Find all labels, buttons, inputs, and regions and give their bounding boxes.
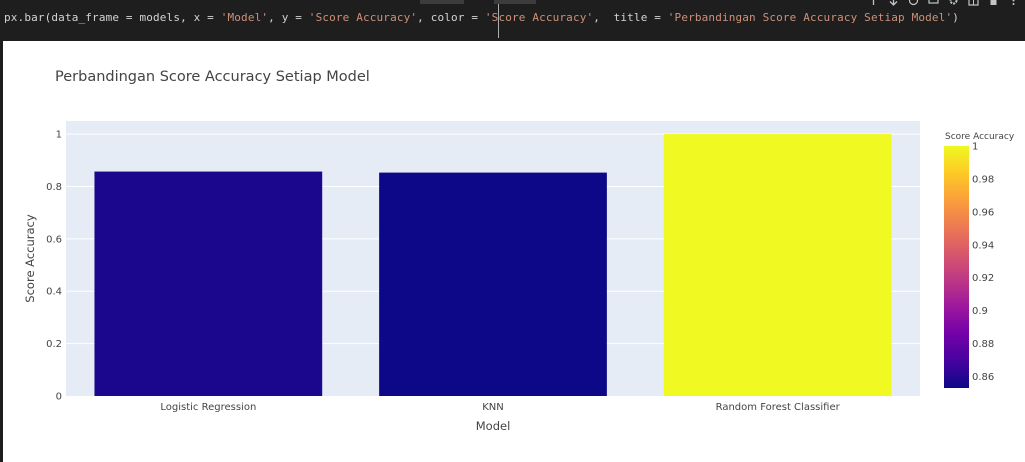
code-token: px.bar(data_frame = models, x = (4, 11, 221, 24)
colorbar-tick-label: 1 (972, 142, 978, 153)
colorbar-tick-label: 0.92 (972, 273, 994, 284)
bar-chart: 0 0.2 0.4 0.6 0.8 1 Logistic Regression KNN Ran… (23, 69, 1015, 433)
link-icon[interactable] (908, 0, 919, 6)
y-tick-label: 0.6 (46, 234, 62, 245)
code-token: ) (952, 11, 960, 24)
colorbar-title: Score Accuracy (945, 132, 1015, 142)
split-icon[interactable] (968, 0, 979, 6)
tab-stub (494, 0, 536, 4)
bars (94, 134, 892, 396)
y-tick-label: 0.8 (46, 182, 62, 193)
chart-title: Perbandingan Score Accuracy Setiap Model (55, 69, 370, 85)
text-cursor (498, 4, 499, 38)
code-token: , title = (593, 11, 668, 24)
bar[interactable] (94, 171, 323, 396)
code-line[interactable]: px.bar(data_frame = models, x = 'Model',… (4, 11, 959, 24)
arrow-up-icon[interactable] (868, 0, 879, 6)
arrow-down-icon[interactable] (888, 0, 899, 6)
y-tick-label: 1 (56, 130, 62, 141)
code-string: 'Score Accuracy' (308, 11, 418, 24)
y-tick-label: 0.4 (46, 287, 62, 298)
bar[interactable] (663, 134, 892, 396)
bar[interactable] (379, 172, 607, 396)
gear-icon[interactable] (948, 0, 959, 6)
delete-icon[interactable] (988, 0, 999, 6)
colorbar-tick-label: 0.88 (972, 339, 994, 350)
comment-icon[interactable] (928, 0, 939, 6)
tab-stub (420, 0, 464, 4)
code-token: , color = (417, 11, 485, 24)
cell-output: 0 0.2 0.4 0.6 0.8 1 Logistic Regression KNN Ran… (3, 41, 1025, 462)
code-cell[interactable]: px.bar(data_frame = models, x = 'Model',… (0, 0, 1025, 38)
code-string: 'Model' (220, 11, 269, 24)
y-tick-label: 0.2 (46, 339, 62, 350)
x-tick-label: Logistic Regression (160, 402, 256, 413)
colorbar-ticks: 0.86 0.88 0.9 0.92 0.94 0.96 0.98 1 (972, 142, 994, 383)
code-token: , y = (268, 11, 309, 24)
y-tick-label: 0 (56, 392, 62, 403)
x-tick-label: Random Forest Classifier (716, 402, 841, 413)
code-string: 'Score Accuracy' (484, 11, 594, 24)
code-string: 'Perbandingan Score Accuracy Setiap Mode… (667, 11, 953, 24)
y-axis-title: Score Accuracy (23, 214, 37, 303)
y-axis-ticks: 0 0.2 0.4 0.6 0.8 1 (46, 130, 62, 403)
x-tick-label: KNN (482, 402, 504, 413)
colorbar-tick-label: 0.86 (972, 372, 994, 383)
colorbar-tick-label: 0.98 (972, 174, 994, 185)
colorbar-tick-label: 0.9 (972, 306, 988, 317)
cell-toolbar (868, 0, 1019, 6)
colorbar-tick-label: 0.96 (972, 207, 994, 218)
more-icon[interactable] (1008, 0, 1019, 6)
colorbar-tick-label: 0.94 (972, 240, 994, 251)
x-axis-ticks: Logistic Regression KNN Random Forest Clas… (160, 402, 840, 413)
x-axis-title: Model (476, 419, 511, 433)
colorbar (944, 146, 969, 388)
